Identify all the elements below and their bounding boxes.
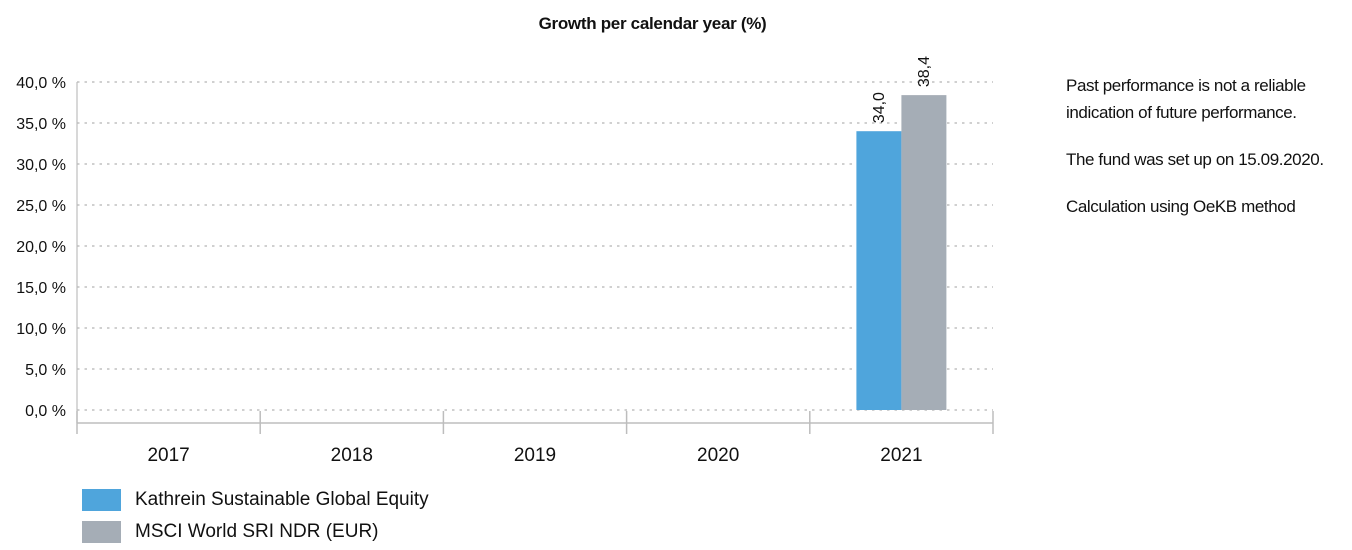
fund-setup-note: The fund was set up on 15.09.2020.: [1066, 150, 1324, 169]
axes: 0,0 % 5,0 % 10,0 % 15,0 % 20,0 % 25,0 % 30,0 %…: [16, 75, 994, 466]
x-tick-label: 2019: [514, 445, 556, 466]
legend-item-benchmark: MSCI World SRI NDR (EUR): [82, 518, 429, 546]
gridlines: [77, 81, 993, 411]
bar-data-label: 34,0: [871, 92, 888, 123]
y-tick-label: 0,0 %: [25, 403, 66, 420]
legend-swatch-fund: [82, 489, 121, 511]
bar: [856, 131, 902, 410]
labels: 34,0 38,4: [871, 56, 933, 123]
calculation-method-note: Calculation using OeKB method: [1066, 197, 1296, 216]
y-tick-label: 5,0 %: [25, 362, 66, 379]
legend-label-fund: Kathrein Sustainable Global Equity: [135, 489, 429, 510]
x-tick-label: 2018: [331, 445, 373, 466]
y-tick-label: 15,0 %: [16, 280, 66, 297]
bars: [856, 95, 947, 411]
y-tick-label: 20,0 %: [16, 239, 66, 256]
legend-swatch-benchmark: [82, 521, 121, 543]
x-tick-label: 2017: [147, 445, 189, 466]
bar-data-label: 38,4: [916, 56, 933, 87]
chart-legend: Kathrein Sustainable Global Equity MSCI …: [82, 486, 429, 550]
y-tick-label: 25,0 %: [16, 198, 66, 215]
performance-disclaimer: Past performance is not a reliable indic…: [1066, 76, 1306, 122]
notes-panel: Past performance is not a reliable indic…: [1066, 72, 1352, 240]
x-tick-label: 2021: [880, 445, 922, 466]
legend-label-benchmark: MSCI World SRI NDR (EUR): [135, 521, 379, 542]
x-tick-label: 2020: [697, 445, 739, 466]
y-tick-label: 35,0 %: [16, 116, 66, 133]
y-tick-label: 40,0 %: [16, 75, 66, 92]
chart-title: Growth per calendar year (%): [538, 14, 767, 33]
y-tick-label: 30,0 %: [16, 157, 66, 174]
bar: [901, 95, 947, 411]
legend-item-fund: Kathrein Sustainable Global Equity: [82, 486, 429, 514]
y-tick-label: 10,0 %: [16, 321, 66, 338]
